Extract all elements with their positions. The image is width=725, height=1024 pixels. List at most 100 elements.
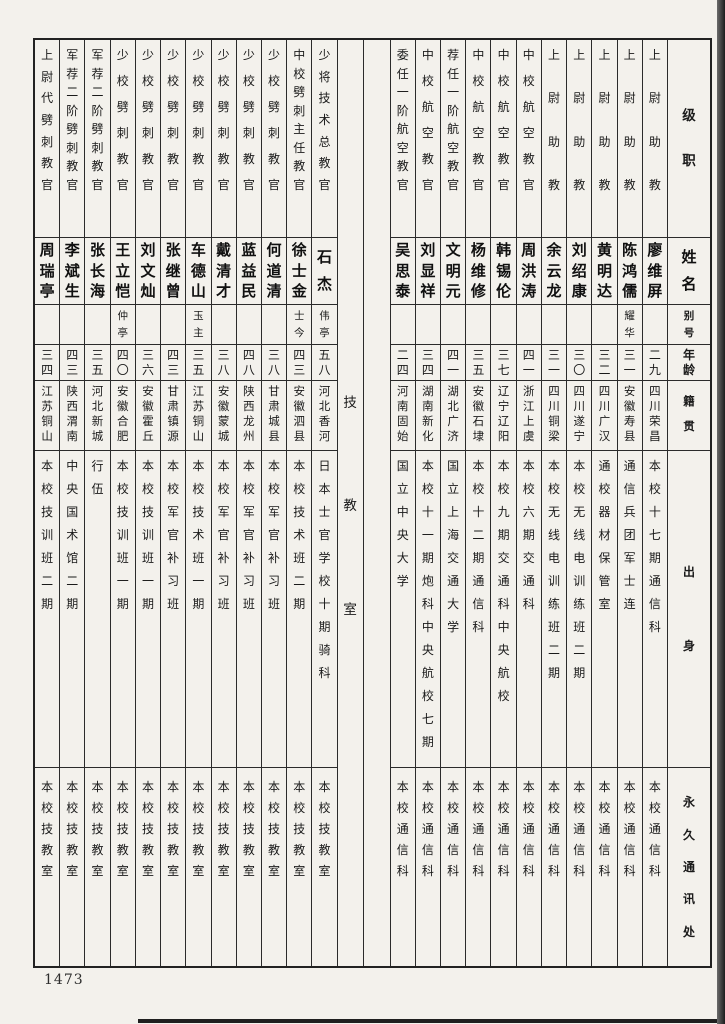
age-text: 二四	[396, 347, 409, 378]
permanent-address-text: 本校通信科	[623, 780, 636, 878]
person-column: 军荐二阶劈刺教官 李斌生 四三 陕西渭南 中央国术馆二期 本校技教室	[59, 40, 85, 966]
native-place-text: 河南固始	[396, 386, 409, 444]
permanent-address-text: 本校通信科	[548, 780, 561, 878]
header-native-place-text: 籍贯	[683, 396, 695, 434]
person-column: 中校航空教官 周洪涛 四一 浙江上虞 本校六期交通科 本校通信科	[515, 40, 541, 966]
cell-name: 张长海	[85, 237, 110, 304]
age-text: 三五	[472, 347, 485, 378]
origin-text: 本校军官补习班	[242, 459, 255, 611]
section-title-column: 技教室	[336, 40, 363, 966]
person-column: 中校航空教官 杨维修 三五 安徽石埭 本校十二期通信科 本校通信科	[465, 40, 491, 966]
alias-text	[542, 305, 566, 344]
age-text: 三〇	[573, 347, 586, 378]
cell-age: 四一	[441, 344, 466, 380]
origin-text: 日本士官学校十期骑科	[318, 459, 331, 680]
person-column: 中校航空教官 刘显祥 三四 湖南新化 本校十一期炮科中央航校七期 本校通信科	[414, 40, 441, 966]
cell-alias	[592, 304, 617, 344]
cell-alias	[466, 304, 491, 344]
cell-origin: 日本士官学校十期骑科	[312, 450, 337, 767]
header-rank-text: 级职	[682, 108, 696, 169]
rank-text: 上尉助教	[648, 48, 661, 192]
cell-alias	[415, 304, 441, 344]
cell-native-place: 四川铜梁	[541, 380, 567, 450]
rank-text: 中校劈刺主任教官	[293, 48, 306, 192]
alias-text	[517, 305, 541, 344]
name-text: 王立恺	[115, 242, 131, 300]
age-text: 四一	[447, 347, 460, 378]
cell-name: 刘显祥	[415, 237, 441, 304]
cell-rank: 军荐二阶劈刺教官	[85, 40, 109, 237]
cell-native-place: 河北香河	[312, 380, 337, 450]
cell-alias: 玉主	[186, 304, 211, 344]
age-text: 四三	[66, 347, 79, 378]
cell-native-place: 陕西龙州	[236, 380, 261, 450]
cell-permanent-address: 本校通信科	[567, 767, 592, 966]
cell-age: 四三	[60, 344, 85, 380]
person-column: 中校航空教官 韩锡伦 三七 辽宁辽阳 本校九期交通科中央航校 本校通信科	[490, 40, 516, 966]
cell-origin: 本校十七期通信科	[642, 450, 667, 767]
cell-name: 王立恺	[110, 237, 135, 304]
alias-text	[567, 305, 591, 344]
cell-native-place: 安徽石埭	[466, 380, 491, 450]
header-age: 年龄	[668, 344, 710, 380]
age-text: 三八	[217, 347, 230, 378]
age-text: 四一	[522, 347, 535, 378]
header-permanent-address-text: 永久通讯处	[682, 795, 695, 939]
cell-permanent-address: 本校通信科	[516, 767, 541, 966]
origin-text: 行伍	[91, 459, 104, 496]
person-column: 少校劈刺教官 张继曾 四三 甘肃镇源 本校军官补习班 本校技教室	[160, 40, 186, 966]
cell-origin: 国立中央大学	[390, 450, 415, 767]
alias-text	[643, 305, 667, 344]
cell-age: 四一	[516, 344, 541, 380]
cell-origin: 本校技术班一期	[186, 450, 211, 767]
cell-alias	[642, 304, 667, 344]
rank-text: 军荐二阶劈刺教官	[91, 48, 104, 192]
name-text: 廖维屏	[647, 242, 663, 300]
cell-origin: 本校无线电训练班二期	[567, 450, 592, 767]
name-text: 周洪涛	[521, 242, 537, 300]
cell-permanent-address: 本校通信科	[466, 767, 491, 966]
cell-name: 杨维修	[466, 237, 491, 304]
age-text: 四八	[242, 347, 255, 378]
cell-origin: 行伍	[85, 450, 110, 767]
origin-text: 通信兵团军士连	[623, 459, 636, 611]
person-column: 荐任一阶航空教官 文明元 四一 湖北广济 国立上海交通大学 本校通信科	[440, 40, 466, 966]
cell-age: 三六	[135, 344, 161, 380]
native-place-text: 河北新城	[91, 386, 104, 444]
cell-rank: 上尉助教	[618, 40, 642, 237]
native-place-text: 安徽泗县	[293, 386, 306, 444]
cell-native-place: 四川荣昌	[642, 380, 667, 450]
person-column: 中校劈刺主任教官 徐士金 士今 四三 安徽泗县 本校技术班二期 本校技教室	[286, 40, 312, 966]
cell-native-place: 江苏铜山	[34, 380, 60, 450]
origin-text: 本校九期交通科中央航校	[497, 459, 510, 703]
cell-alias	[567, 304, 592, 344]
header-rank: 级职	[668, 40, 710, 237]
age-text: 三四	[41, 347, 54, 378]
native-place-text: 甘肃城县	[268, 386, 280, 444]
name-text: 杨维修	[470, 242, 486, 300]
age-text: 三五	[192, 347, 205, 378]
cell-native-place: 四川广汉	[592, 380, 617, 450]
name-text: 戴清才	[216, 242, 232, 300]
native-place-text: 陕西龙州	[243, 386, 255, 444]
rank-text: 军荐二阶劈刺教官	[66, 48, 79, 192]
cell-alias	[211, 304, 236, 344]
page-number: 1473	[44, 972, 84, 988]
age-text: 三一	[548, 347, 561, 378]
cell-name: 黄明达	[592, 237, 617, 304]
cell-alias	[516, 304, 541, 344]
cell-origin: 通信兵团军士连	[617, 450, 642, 767]
person-column: 少校劈刺教官 戴清才 三八 安徽蒙城 本校军官补习班 本校技教室	[210, 40, 236, 966]
permanent-address-text: 本校通信科	[648, 780, 661, 878]
cell-origin: 本校十一期炮科中央航校七期	[415, 450, 441, 767]
cell-origin: 本校军官补习班	[261, 450, 287, 767]
cell-age: 四八	[236, 344, 261, 380]
scan-edge-artifact-bottom	[138, 1019, 717, 1023]
native-place-text: 四川铜梁	[548, 386, 560, 444]
permanent-address-text: 本校通信科	[573, 780, 586, 878]
permanent-address-text: 本校技教室	[268, 780, 281, 878]
permanent-address-text: 本校通信科	[497, 780, 510, 878]
permanent-address-text: 本校技教室	[242, 780, 255, 878]
person-column: 少校劈刺教官 车德山 玉主 三五 江苏铜山 本校技术班一期 本校技教室	[185, 40, 211, 966]
rank-text: 中校航空教官	[522, 48, 535, 192]
